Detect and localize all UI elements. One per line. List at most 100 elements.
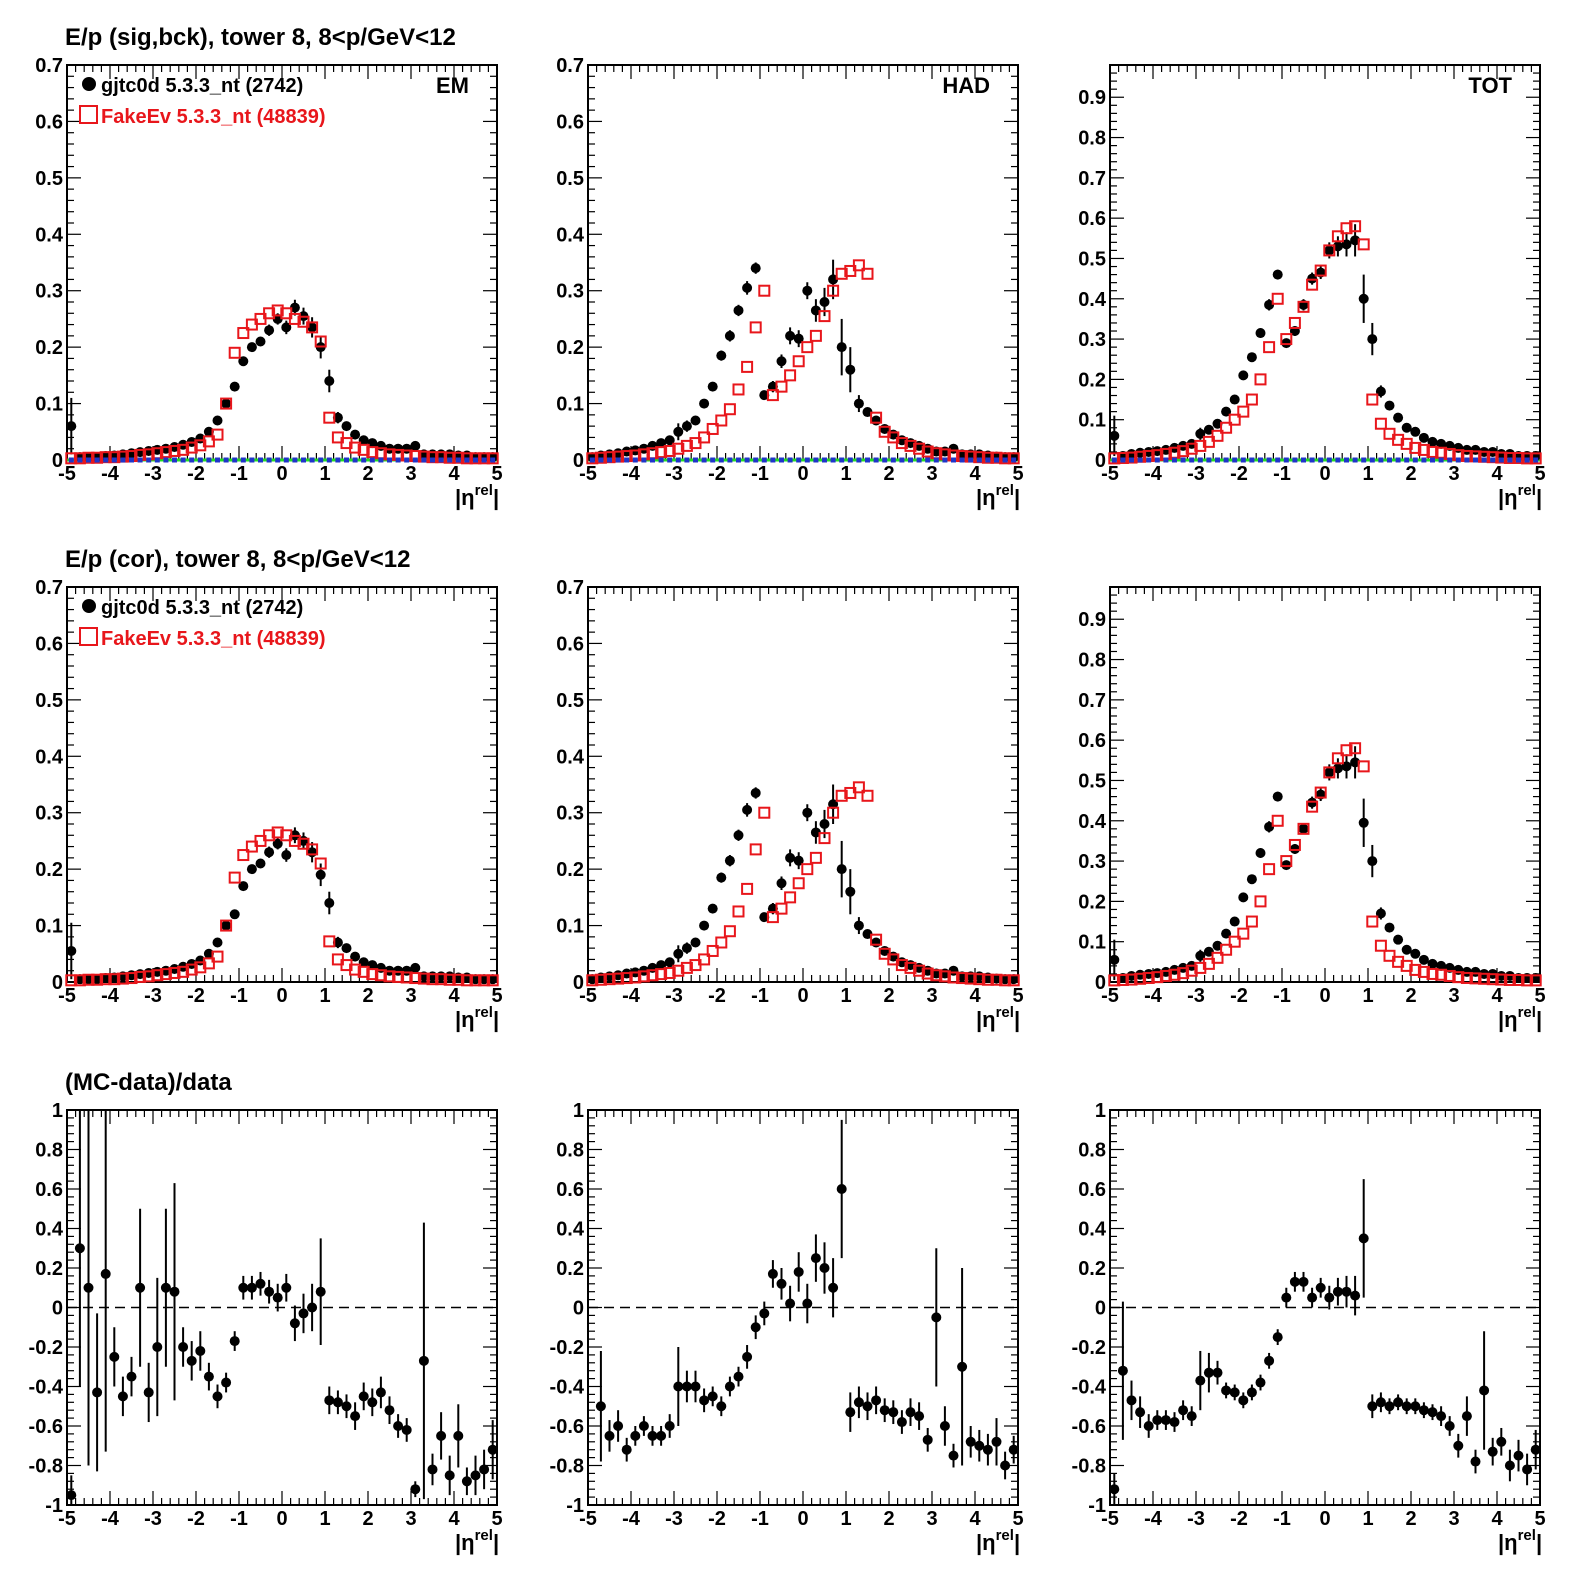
data-point (1160, 1415, 1171, 1426)
blue-point (430, 457, 435, 463)
data-point (246, 342, 257, 353)
x-axis-label: |ηrel| (976, 1004, 1020, 1032)
blue-point (266, 457, 272, 463)
y-tick-label: 0.3 (556, 803, 584, 825)
mc-point (82, 451, 95, 464)
data-point (957, 1361, 968, 1372)
blue-point (1455, 457, 1461, 463)
data-point (690, 937, 701, 948)
data-point (1341, 1286, 1352, 1297)
blue-point (770, 457, 776, 463)
data-point (203, 948, 214, 959)
data-point (1169, 1417, 1180, 1428)
blue-point (1335, 457, 1341, 463)
blue-point (1378, 457, 1384, 463)
data-point (836, 1184, 847, 1194)
data-point (410, 1484, 421, 1495)
data-point (229, 381, 240, 392)
data-point (315, 1286, 326, 1297)
blue-point (1361, 457, 1367, 463)
blue-point (933, 457, 939, 463)
data-point (613, 1421, 624, 1431)
data-point (939, 1421, 950, 1431)
x-tick-label: -1 (751, 463, 769, 485)
y-tick-label: 0.8 (35, 1140, 63, 1162)
data-point (853, 1397, 864, 1408)
x-tick-label: 4 (969, 463, 981, 485)
blue-point (1206, 457, 1212, 463)
data-point (1212, 1367, 1223, 1378)
blue-point (326, 457, 332, 463)
x-tick-label: -2 (708, 1508, 726, 1530)
data-point (1375, 1397, 1386, 1408)
x-tick-label: -2 (708, 463, 726, 485)
data-point (1221, 928, 1232, 939)
data-point (604, 1430, 615, 1441)
data-point (169, 1286, 180, 1297)
data-point (733, 1371, 744, 1382)
mc-point (672, 964, 685, 977)
mc-point (323, 411, 336, 424)
x-tick-label: 5 (491, 463, 502, 485)
data-point (487, 974, 498, 985)
data-point (341, 943, 352, 954)
mc-point (766, 911, 779, 924)
blue-point (438, 457, 444, 463)
y-tick-label: 0.4 (1078, 289, 1107, 311)
x-tick-label: -5 (579, 463, 597, 485)
data-point (1401, 944, 1412, 955)
data-point (238, 356, 249, 367)
x-tick-label: -4 (622, 463, 641, 485)
data-point (298, 1308, 309, 1319)
mc-point (452, 973, 465, 986)
mc-point (1228, 935, 1241, 948)
data-point (656, 1430, 667, 1441)
data-point (1109, 954, 1120, 965)
y-tick-label: 0.5 (35, 168, 63, 190)
blue-point (667, 457, 673, 463)
mc-point (469, 452, 482, 465)
blue-point (1002, 457, 1008, 463)
blue-point (309, 457, 315, 463)
x-tick-label: -5 (58, 985, 76, 1007)
blue-point (1275, 457, 1281, 463)
data-point (1522, 1464, 1533, 1475)
mc-point (211, 950, 224, 963)
mc-point (349, 441, 362, 454)
data-point (673, 948, 684, 959)
mc-point (1452, 971, 1465, 984)
data-point (1461, 1411, 1472, 1422)
y-tick-label: 0.3 (1078, 329, 1106, 351)
x-tick-label: -5 (1101, 1508, 1119, 1530)
data-point (785, 330, 796, 341)
blue-point (1146, 457, 1152, 463)
data-point (1298, 823, 1309, 834)
mc-point (1202, 957, 1215, 970)
mc-point (629, 971, 642, 984)
data-point (66, 1490, 77, 1501)
data-point (221, 1377, 232, 1388)
y-tick-label: 0 (52, 1298, 63, 1320)
data-point (810, 827, 821, 838)
data-point (332, 1397, 343, 1408)
blue-point (925, 457, 931, 463)
y-tick-label: 0.3 (35, 281, 63, 303)
mc-point (1331, 230, 1344, 243)
blue-point (111, 457, 117, 463)
panels-group: -5 -4 -3 -2 -1 0 1 2 3 4 5|ηrel|00.10.20.30.40.50.… (29, 55, 1546, 1555)
mc-point (655, 446, 668, 459)
data-point (1186, 1411, 1197, 1422)
data-point (367, 1397, 378, 1408)
data-point (931, 1312, 942, 1323)
blue-point (744, 457, 750, 463)
mc-point (202, 435, 215, 448)
data-point (595, 1401, 606, 1412)
x-tick-label: 1 (1362, 985, 1373, 1007)
y-tick-label: 0.7 (35, 55, 63, 77)
x-tick-label: 5 (491, 985, 502, 1007)
blue-point (779, 457, 784, 463)
x-tick-label: -4 (101, 985, 120, 1007)
mc-point (202, 957, 215, 970)
blue-point (959, 457, 965, 463)
mc-point (973, 973, 986, 986)
